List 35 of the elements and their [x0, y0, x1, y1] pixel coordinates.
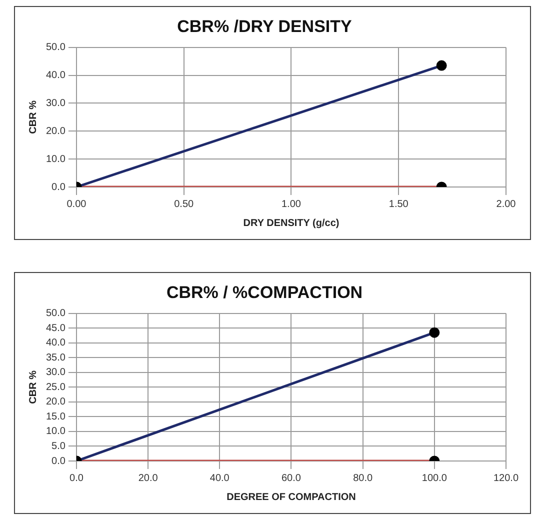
- y-tick-label: 35.0: [46, 352, 66, 364]
- y-tick-label: 30.0: [46, 367, 66, 378]
- y-tick-label: 5.0: [52, 440, 66, 452]
- x-tick-label: 0.00: [66, 198, 87, 210]
- x-tick-label: 1.00: [281, 198, 302, 210]
- x-tick-label: 1.50: [388, 198, 409, 210]
- y-tick-label: 20.0: [46, 396, 66, 408]
- y-tick-label: 50.0: [46, 42, 66, 54]
- y-tick-label: 20.0: [46, 126, 66, 137]
- x-tick-label: 0.50: [174, 198, 194, 210]
- y-tick-label: 0.0: [52, 182, 66, 193]
- x-tick-label: 0.0: [70, 472, 84, 484]
- x-tick-label: 100.0: [422, 472, 448, 484]
- x-tick-label: 40.0: [210, 472, 230, 484]
- x-tick-label: 20.0: [138, 472, 158, 484]
- y-tick-label: 0.0: [52, 456, 66, 467]
- chart-title: CBR% /DRY DENSITY: [177, 16, 353, 36]
- x-axis-title: DRY DENSITY (g/cc): [243, 218, 340, 229]
- y-tick-label: 15.0: [46, 411, 66, 422]
- x-tick-label: 60.0: [281, 472, 302, 484]
- x-axis-title: DEGREE OF COMPACTION: [226, 492, 356, 503]
- y-tick-label: 40.0: [46, 338, 66, 349]
- y-axis-title: CBR %: [28, 100, 39, 134]
- y-tick-label: 10.0: [46, 426, 66, 438]
- x-tick-label: 120.0: [493, 472, 519, 484]
- y-tick-label: 25.0: [46, 382, 66, 393]
- x-tick-label: 80.0: [353, 472, 373, 484]
- y-tick-label: 45.0: [46, 322, 66, 334]
- chart-title: CBR% / %COMPACTION: [166, 282, 363, 302]
- x-tick-label: 2.00: [496, 198, 516, 210]
- y-tick-label: 10.0: [46, 154, 66, 165]
- y-tick-label: 50.0: [46, 308, 66, 320]
- y-axis-title: CBR %: [28, 370, 39, 404]
- y-tick-label: 30.0: [46, 98, 66, 109]
- y-tick-label: 40.0: [46, 70, 66, 82]
